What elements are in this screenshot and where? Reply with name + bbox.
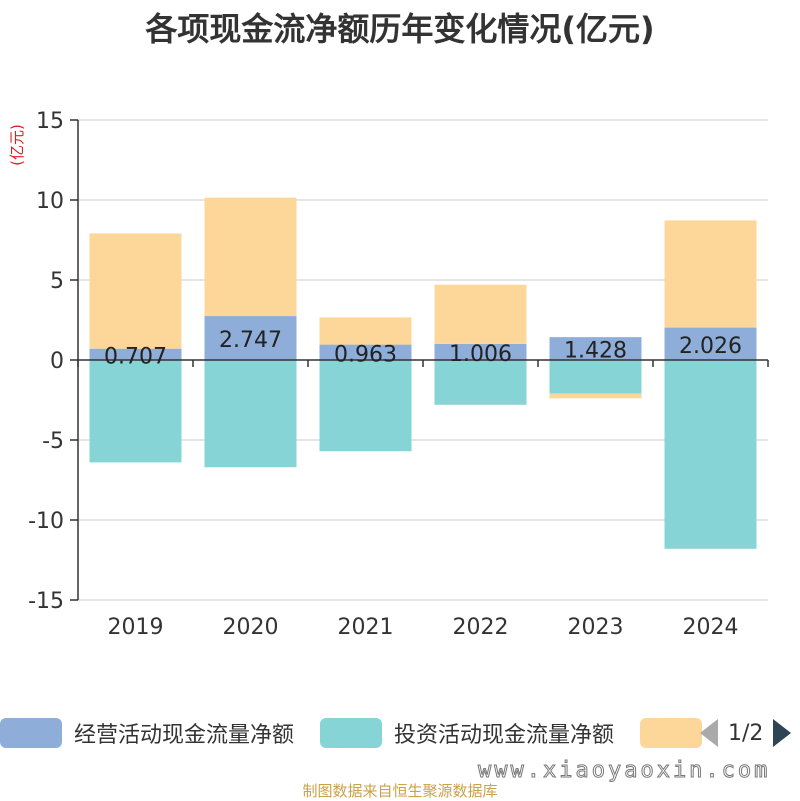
x-tick-label: 2024 xyxy=(683,615,739,640)
legend-swatch-operating xyxy=(0,718,62,748)
legend-page-indicator: 1/2 xyxy=(728,720,764,746)
watermark: www.xiaoyaoxin.com xyxy=(477,758,771,784)
bar-operating-2020 xyxy=(204,316,297,360)
x-tick-label: 2021 xyxy=(338,615,394,640)
chart-title: 各项现金流净额历年变化情况(亿元) xyxy=(145,10,655,48)
source-note: 制图数据来自恒生聚源数据库 xyxy=(302,782,498,800)
legend-pager: 1/2 xyxy=(700,716,792,750)
bar-investing-2021 xyxy=(319,360,412,452)
bar-operating-2022 xyxy=(434,343,527,360)
y-tick-label: 0 xyxy=(50,349,64,374)
y-tick-label: 15 xyxy=(36,109,64,134)
x-tick-label: 2022 xyxy=(453,615,509,640)
legend-prev-icon[interactable] xyxy=(700,719,718,747)
x-tick-label: 2020 xyxy=(223,615,279,640)
bar-operating-2019 xyxy=(89,348,182,360)
data-label-operating-2020: 2.747 xyxy=(219,328,282,353)
data-label-operating-2023: 1.428 xyxy=(564,339,627,364)
legend-next-icon[interactable] xyxy=(773,719,792,747)
x-tick-label: 2019 xyxy=(108,615,164,640)
data-label-operating-2022: 1.006 xyxy=(449,342,512,367)
bar-investing-2024 xyxy=(664,360,757,549)
y-tick-label: -15 xyxy=(28,589,64,614)
bar-operating-2023 xyxy=(549,337,642,360)
bar-investing-2019 xyxy=(89,360,182,463)
legend-label-investing: 投资活动现金流量净额 xyxy=(394,723,615,748)
legend-item-financing[interactable] xyxy=(640,716,702,750)
bar-financing-2020 xyxy=(204,197,297,317)
bar-operating-2021 xyxy=(319,344,412,360)
bar-investing-2020 xyxy=(204,360,297,468)
legend-swatch-investing xyxy=(320,718,382,748)
data-label-operating-2019: 0.707 xyxy=(104,344,167,369)
legend-item-investing[interactable]: 投资活动现金流量净额 xyxy=(320,716,614,750)
legend-label-operating: 经营活动现金流量净额 xyxy=(74,723,295,748)
x-tick-label: 2023 xyxy=(568,615,624,640)
bar-investing-2022 xyxy=(434,360,527,405)
y-tick-label: 5 xyxy=(50,269,64,294)
legend-swatch-financing xyxy=(640,718,702,748)
data-label-operating-2024: 2.026 xyxy=(679,334,742,359)
bar-financing-2019 xyxy=(89,233,182,349)
data-label-operating-2021: 0.963 xyxy=(334,342,397,367)
bar-financing-2021 xyxy=(319,317,412,345)
y-tick-label: -5 xyxy=(42,429,64,454)
y-axis-unit-label: (亿元) xyxy=(8,124,26,166)
bar-financing-2022 xyxy=(434,284,527,344)
y-tick-label: 10 xyxy=(36,189,64,214)
bar-operating-2024 xyxy=(664,327,757,360)
bar-investing-2023 xyxy=(549,360,642,394)
y-tick-label: -10 xyxy=(28,509,64,534)
bar-financing-2024 xyxy=(664,220,757,328)
bar-financing-2023 xyxy=(549,393,642,399)
legend-item-operating[interactable]: 经营活动现金流量净额 xyxy=(0,716,294,750)
